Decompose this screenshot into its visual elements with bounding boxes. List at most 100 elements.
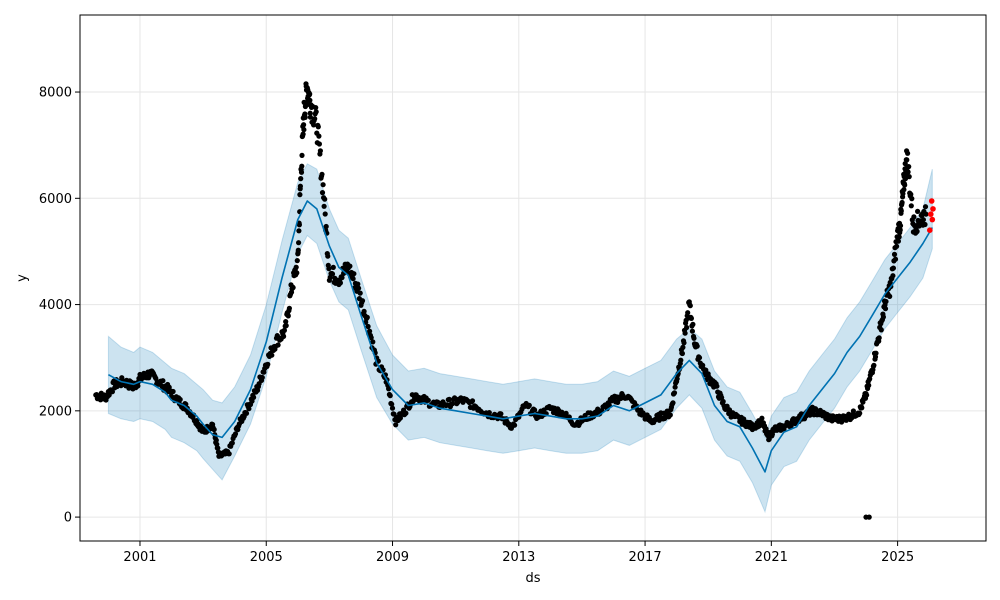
observed-point — [311, 122, 317, 128]
observed-point — [243, 410, 250, 416]
forecast-line — [108, 200, 933, 473]
observed-point — [469, 398, 476, 404]
observed-point — [687, 303, 693, 309]
observed-point — [906, 164, 912, 170]
observed-point — [298, 169, 305, 175]
observed-point — [170, 388, 176, 395]
observed-point — [229, 440, 235, 446]
observed-point — [386, 386, 392, 392]
observed-point — [714, 383, 720, 389]
observed-point — [425, 397, 431, 403]
observed-point — [316, 141, 322, 147]
observed-point — [671, 390, 678, 396]
observed-point — [866, 382, 872, 388]
observed-point — [109, 389, 115, 395]
observed-point — [689, 328, 696, 334]
y-tick-label: 2000 — [39, 404, 72, 419]
observed-point — [265, 361, 271, 367]
observed-point — [322, 211, 328, 217]
observed-point — [215, 445, 221, 451]
observed-points — [93, 81, 929, 520]
recent-point — [930, 206, 936, 212]
observed-point — [177, 396, 183, 403]
observed-point — [246, 406, 252, 412]
observed-point — [880, 314, 887, 320]
observed-point — [526, 402, 532, 408]
observed-point — [682, 330, 688, 336]
x-tick-label: 2009 — [376, 550, 409, 565]
observed-point — [232, 431, 239, 437]
observed-point — [688, 315, 695, 321]
observed-point — [900, 191, 906, 197]
observed-point — [511, 422, 518, 428]
observed-point — [859, 405, 865, 411]
observed-point — [906, 174, 912, 180]
observed-point — [370, 339, 376, 345]
observed-point — [876, 335, 882, 341]
observed-point — [923, 211, 929, 217]
observed-point — [788, 423, 794, 429]
observed-point — [690, 321, 696, 327]
observed-point — [908, 191, 914, 197]
observed-point — [892, 256, 899, 262]
recent-point — [929, 216, 936, 223]
observed-point — [307, 114, 313, 120]
observed-point — [319, 190, 326, 196]
observed-point — [296, 222, 302, 228]
observed-point — [290, 285, 296, 291]
observed-point — [719, 395, 725, 401]
observed-point — [281, 333, 287, 339]
forecast-line-path — [108, 200, 933, 473]
observed-point — [908, 203, 914, 209]
y-tick-label: 6000 — [39, 192, 72, 207]
observed-point — [895, 238, 902, 244]
observed-point — [403, 410, 409, 416]
recent-points — [927, 198, 936, 233]
observed-point — [160, 378, 166, 384]
observed-point — [922, 204, 929, 210]
x-tick-label: 2001 — [123, 550, 156, 565]
observed-point — [897, 223, 904, 229]
observed-point — [922, 221, 928, 228]
observed-point — [312, 116, 318, 122]
observed-point — [883, 298, 889, 305]
observed-point — [317, 148, 323, 154]
observed-point — [882, 306, 889, 312]
observed-point — [486, 410, 492, 416]
observed-point — [361, 308, 367, 314]
observed-point — [685, 310, 691, 316]
observed-point — [667, 412, 673, 418]
observed-point — [904, 157, 910, 163]
observed-point — [365, 323, 371, 330]
plot-frame — [79, 14, 987, 542]
recent-point — [927, 227, 933, 233]
observed-point — [887, 293, 893, 299]
uncertainty-band — [107, 163, 933, 514]
observed-point — [286, 305, 292, 311]
observed-point — [323, 223, 329, 230]
observed-point — [898, 208, 904, 214]
y-axis-ticks: 0 2000 4000 6000 8000 — [39, 86, 80, 526]
observed-point — [307, 91, 313, 97]
observed-point — [337, 280, 343, 286]
observed-point — [355, 281, 361, 287]
x-axis-label: ds — [525, 571, 540, 586]
observed-point — [293, 264, 299, 270]
observed-point — [397, 415, 403, 421]
observed-point — [251, 394, 257, 400]
observed-point — [299, 152, 305, 158]
y-tick-label: 0 — [64, 511, 72, 526]
observed-point — [890, 273, 896, 279]
observed-point — [298, 176, 304, 182]
observed-point — [325, 253, 331, 259]
observed-point — [873, 350, 879, 356]
x-tick-label: 2013 — [502, 550, 535, 565]
observed-point — [387, 393, 393, 399]
observed-point — [364, 314, 370, 320]
observed-point — [330, 264, 336, 270]
observed-point — [285, 313, 291, 319]
recent-point — [928, 198, 935, 204]
x-tick-label: 2021 — [755, 550, 788, 565]
observed-point — [498, 411, 504, 417]
observed-point — [294, 270, 300, 276]
